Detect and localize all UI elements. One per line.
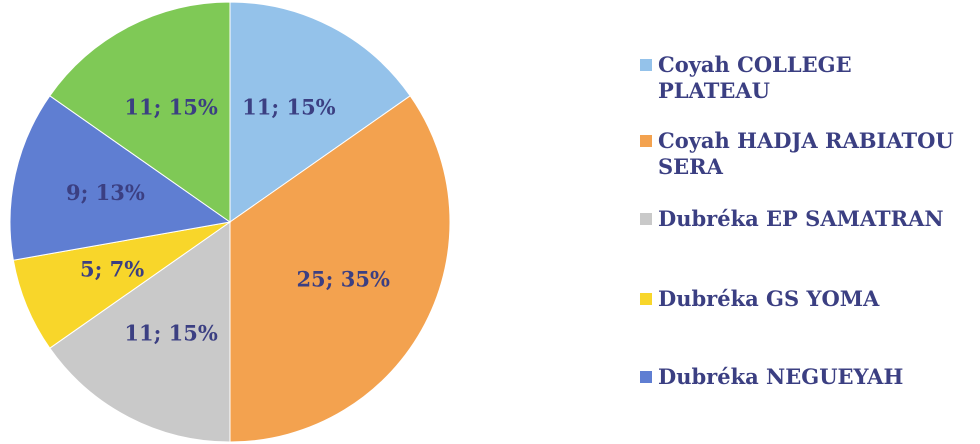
data-label: 11; 15% xyxy=(124,321,218,346)
data-label: 11; 15% xyxy=(242,94,336,119)
legend-entry: Dubréka EP SAMATRAN xyxy=(640,206,960,232)
pie-slice xyxy=(49,1,231,223)
legend-label: Coyah HADJA RABIATOU SERA xyxy=(658,128,954,179)
pie-slice xyxy=(9,95,232,261)
legend-entry: Coyah HADJA RABIATOU SERA xyxy=(640,128,960,180)
legend-swatch xyxy=(640,213,652,225)
legend-swatch xyxy=(640,371,652,383)
legend-label: Dubréka EP SAMATRAN xyxy=(658,206,944,231)
legend-label: Dubréka NEGUEYAH xyxy=(658,364,904,389)
pie-slice xyxy=(49,221,231,443)
pie-slice xyxy=(229,1,411,223)
legend-entry: Coyah COLLEGE PLATEAU xyxy=(640,52,960,104)
legend-swatch xyxy=(640,59,652,71)
legend-swatch xyxy=(640,135,652,147)
legend-label: Coyah COLLEGE PLATEAU xyxy=(658,52,852,103)
data-label: 5; 7% xyxy=(80,256,144,281)
data-label: 9; 13% xyxy=(66,180,145,205)
legend-entry: Dubréka GS YOMA xyxy=(640,286,960,312)
legend-label: Dubréka GS YOMA xyxy=(658,286,880,311)
pie-chart: 11; 15% 25; 35% 11; 15% 5; 7% 9; 13% 11; 15% xyxy=(9,1,451,443)
pie-slice xyxy=(229,95,451,443)
legend-entry: Dubréka NEGUEYAH xyxy=(640,364,960,390)
legend-swatch xyxy=(640,293,652,305)
data-label: 11; 15% xyxy=(124,94,218,119)
data-label: 25; 35% xyxy=(296,266,390,291)
